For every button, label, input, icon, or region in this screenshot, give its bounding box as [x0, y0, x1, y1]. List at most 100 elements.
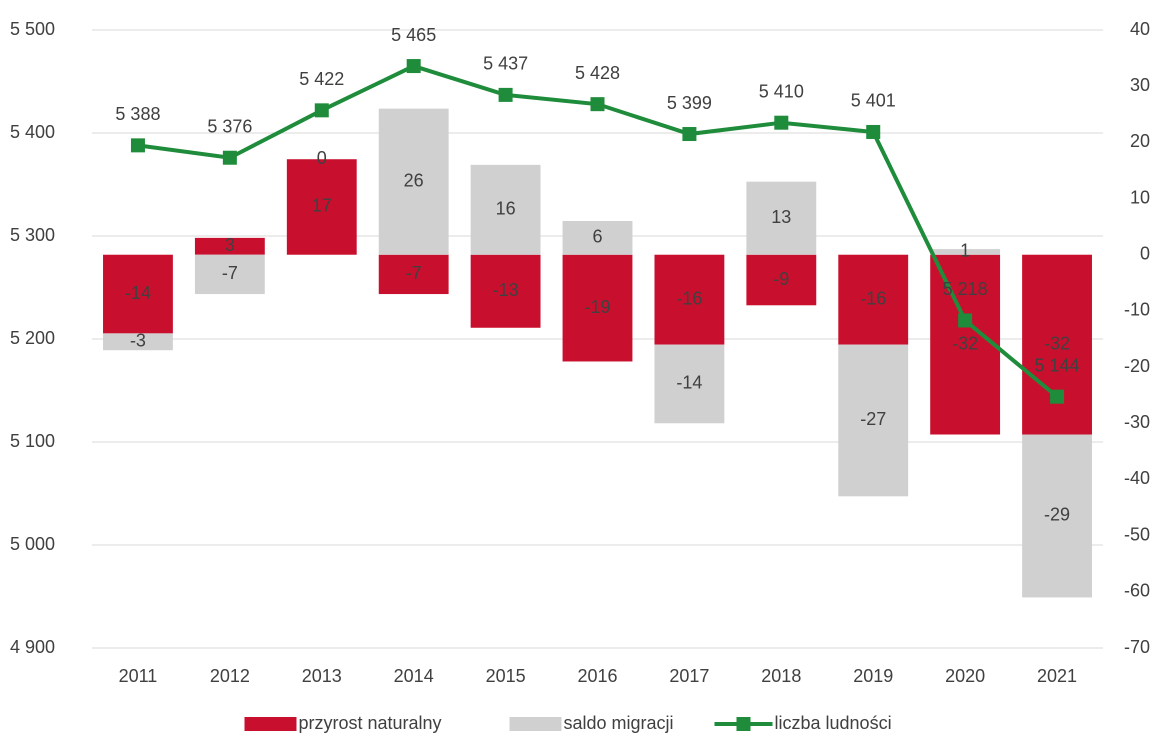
legend-swatch: [736, 717, 751, 731]
legend-swatch: [244, 717, 297, 731]
line-value-label: 5 376: [207, 116, 252, 136]
x-tick-label: 2018: [761, 666, 801, 686]
x-tick-label: 2016: [577, 666, 617, 686]
legend-label: saldo migracji: [564, 713, 674, 733]
bar: [470, 254, 541, 328]
bar-value-label: 16: [496, 199, 516, 219]
line-marker: [682, 127, 697, 142]
line-value-label: 5 428: [575, 63, 620, 83]
y2-tick-label: -50: [1124, 524, 1150, 544]
bar-value-label: -7: [222, 263, 238, 283]
y-tick-label: 5 200: [10, 328, 55, 348]
bar-value-label: 17: [312, 196, 332, 216]
x-tick-label: 2012: [210, 666, 250, 686]
y2-tick-label: -20: [1124, 356, 1150, 376]
x-tick-label: 2019: [853, 666, 893, 686]
y2-tick-label: -10: [1124, 300, 1150, 320]
bar: [470, 164, 541, 255]
bar: [838, 344, 909, 497]
bar-value-label: -16: [676, 288, 702, 308]
bar-value-label: 26: [404, 170, 424, 190]
bar: [562, 221, 633, 255]
x-tick-label: 2017: [669, 666, 709, 686]
legend-item: saldo migracji: [509, 713, 674, 733]
bar-value-label: -13: [493, 280, 519, 300]
x-tick-label: 2014: [394, 666, 434, 686]
x-tick-label: 2015: [486, 666, 526, 686]
line-value-label: 5 144: [1035, 355, 1080, 375]
bar: [103, 333, 173, 351]
bar-value-label: 6: [592, 227, 602, 247]
bar-value-label: -14: [125, 283, 151, 303]
bar-value-label: 3: [225, 235, 235, 255]
bar: [1022, 254, 1092, 435]
bar-value-label: 1: [960, 241, 970, 261]
x-tick-label: 2013: [302, 666, 342, 686]
y2-tick-label: -30: [1124, 412, 1150, 432]
line-marker: [314, 103, 329, 118]
y2-tick-label: 40: [1130, 19, 1150, 39]
bar: [562, 254, 633, 362]
y-tick-label: 5 000: [10, 534, 55, 554]
y2-tick-label: -70: [1124, 637, 1150, 657]
bar: [930, 249, 1001, 255]
line-value-label: 5 422: [299, 69, 344, 89]
bar-value-label: 0: [317, 148, 327, 168]
y-tick-label: 5 300: [10, 225, 55, 245]
line-value-label: 5 410: [759, 81, 804, 101]
legend-swatch: [509, 717, 562, 731]
y-tick-label: 5 500: [10, 19, 55, 39]
x-tick-label: 2020: [945, 666, 985, 686]
x-tick-label: 2021: [1037, 666, 1077, 686]
line-marker: [498, 87, 513, 102]
line-value-label: 5 437: [483, 54, 528, 74]
y2-tick-label: 20: [1130, 131, 1150, 151]
legend: przyrost naturalny saldo migracji liczba l…: [244, 713, 892, 733]
bar-value-label: -29: [1044, 505, 1070, 525]
line-marker: [222, 150, 237, 165]
bar: [654, 254, 725, 345]
y2-tick-label: -40: [1124, 468, 1150, 488]
bar-value-label: -19: [584, 297, 610, 317]
bar: [378, 254, 449, 295]
bar: [746, 181, 817, 255]
bar-value-label: -16: [860, 288, 886, 308]
bar-value-label: -32: [1044, 333, 1070, 353]
line-value-label: 5 401: [851, 91, 896, 111]
bar: [654, 344, 725, 424]
x-tick-label: 2011: [119, 666, 158, 686]
bar-value-label: -7: [406, 263, 422, 283]
bar: [103, 254, 173, 334]
legend-item: przyrost naturalny: [244, 713, 442, 733]
line-value-label: 5 388: [115, 104, 160, 124]
bar: [930, 254, 1001, 435]
y-tick-label: 5 100: [10, 431, 55, 451]
line-marker: [958, 313, 973, 328]
y-tick-label: 4 900: [10, 637, 55, 657]
line-value-label: 5 399: [667, 93, 712, 113]
bar: [194, 254, 265, 295]
line-marker: [406, 59, 421, 74]
legend-label: liczba ludności: [775, 713, 892, 733]
line-marker: [866, 124, 881, 139]
bar-value-label: -32: [952, 333, 978, 353]
bar-value-label: -27: [860, 409, 886, 429]
bar: [838, 254, 909, 345]
bar: [286, 159, 357, 255]
bar-value-label: -3: [130, 331, 146, 351]
bar: [378, 108, 449, 255]
y2-tick-label: 30: [1130, 75, 1150, 95]
bar: [194, 237, 265, 255]
line-marker: [590, 97, 605, 112]
legend-item: liczba ludności: [714, 713, 892, 733]
line-marker: [130, 138, 145, 153]
line-value-label: 5 218: [943, 279, 988, 299]
bar: [1022, 434, 1092, 598]
y-tick-label: 5 400: [10, 122, 55, 142]
y2-tick-label: -60: [1124, 581, 1150, 601]
line-marker: [1050, 389, 1065, 404]
bar: [746, 254, 817, 306]
line-value-label: 5 465: [391, 25, 436, 45]
line-marker: [774, 115, 789, 130]
